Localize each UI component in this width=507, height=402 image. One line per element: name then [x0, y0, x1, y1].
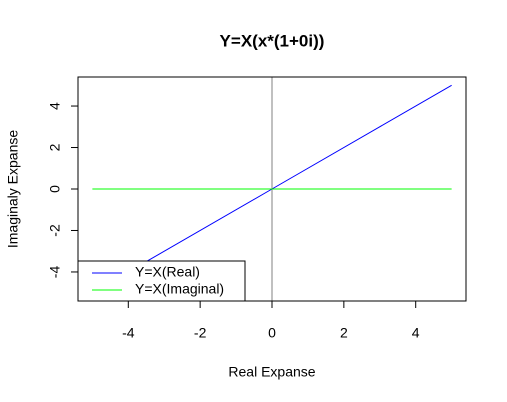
x-tick-label: 0 [268, 325, 276, 341]
legend-box [77, 260, 246, 302]
y-tick-label: -4 [47, 266, 63, 279]
x-tick-label: 2 [340, 325, 348, 341]
x-axis-label: Real Expanse [228, 364, 315, 380]
y-axis-label: Imaginaly Expanse [5, 130, 21, 249]
legend-label: Y=X(Imaginal) [135, 281, 224, 297]
y-tick-label: 0 [47, 185, 63, 193]
x-tick-label: 4 [412, 325, 420, 341]
x-tick-label: -2 [194, 325, 207, 341]
x-tick-label: -4 [122, 325, 135, 341]
y-tick-label: 2 [47, 143, 63, 151]
plot-frame [77, 76, 467, 302]
legend-label: Y=X(Real) [135, 264, 200, 280]
y-tick-label: 4 [47, 102, 63, 110]
chart-title: Y=X(x*(1+0i)) [220, 31, 325, 50]
y-tick-label: -2 [47, 224, 63, 237]
